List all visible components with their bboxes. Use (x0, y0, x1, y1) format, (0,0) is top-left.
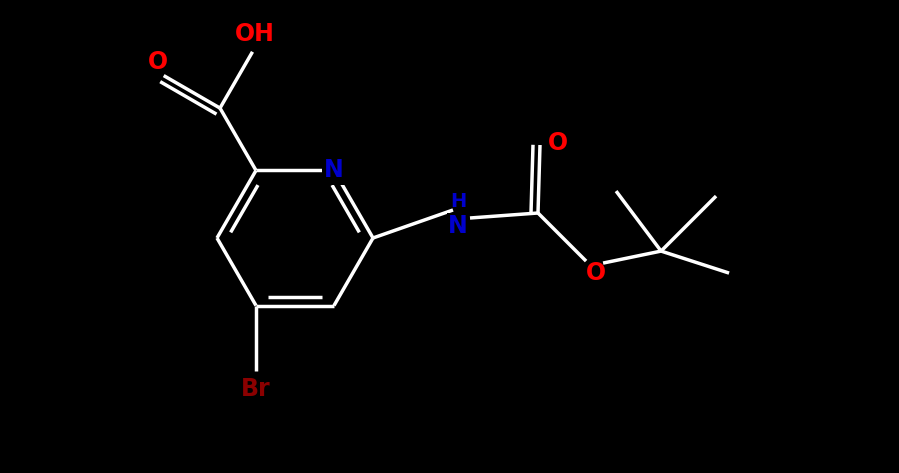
Text: O: O (586, 261, 606, 285)
Text: H: H (450, 192, 466, 210)
Text: N: N (325, 158, 344, 183)
Text: OH: OH (235, 22, 274, 46)
Text: N: N (448, 214, 467, 238)
Text: O: O (147, 50, 168, 74)
Text: Br: Br (241, 377, 271, 401)
Text: O: O (547, 131, 568, 155)
